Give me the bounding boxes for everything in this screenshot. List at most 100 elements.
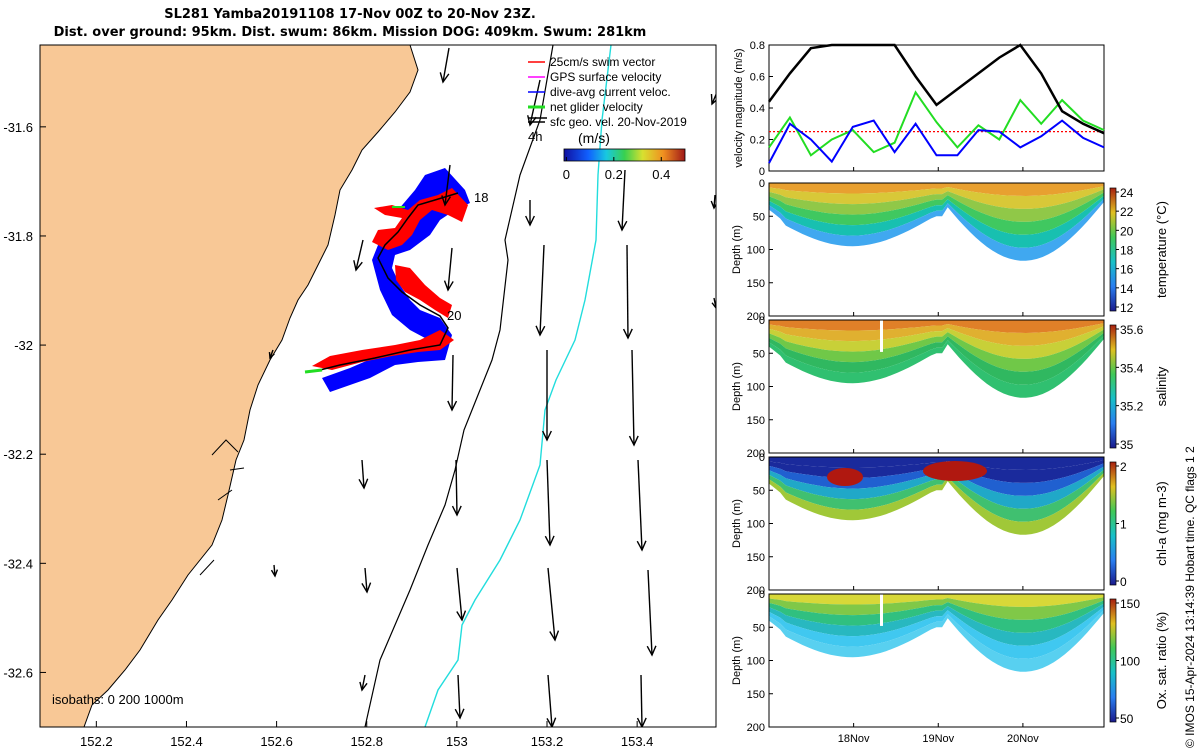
depth-tick-label: 150 [747,278,765,290]
velocity-panel: 0 0.2 0.4 0.6 0.8 velocity magnitude (m/s) [733,40,1105,178]
current-arrow [710,92,716,106]
panel-colorbar-tick-label: 100 [1120,655,1140,669]
time-tick-label: 20Nov [1007,733,1039,745]
map-y-tick-label: -31.8 [3,229,33,244]
velocity-y-tick-label: 0 [759,166,765,178]
panel-colorbar-label: Ox. sat. ratio (%) [1154,612,1169,710]
depth-ylabel: Depth (m) [731,225,743,274]
profile-band [769,189,1104,222]
glider-track-start [304,368,323,374]
profile-band [769,332,1104,385]
depth-tick-label: 50 [753,485,765,497]
depth-tick-label: 200 [747,311,765,323]
depth-tick-label: 50 [753,211,765,223]
depth-tick-label: 100 [747,519,765,531]
data-gap [880,320,883,352]
panel-colorbar-label: chl-a (mg m-3) [1154,481,1169,566]
legend-label: sfc geo. vel. 20-Nov-2019 [550,115,687,129]
current-arrow [710,194,716,210]
profile-band [769,457,1104,470]
panel-colorbar-tick-label: 18 [1120,244,1134,258]
isobath-1000m [424,45,612,727]
panel-colorbar-tick-label: 35.6 [1120,323,1144,337]
panel-colorbar-tick-label: 50 [1120,712,1134,726]
current-arrow [451,459,462,517]
current-arrow [525,200,535,227]
depth-tick-label: 200 [747,585,765,597]
profile-band [769,469,1104,522]
current-arrow [456,567,467,622]
panel-colorbar-tick-label: 22 [1120,205,1134,219]
profile-panel: 0 50 100 150 200 Depth (m) 2 1 0 chl-a (mg m-3) [731,452,1169,597]
map-panel: 152.2 152.4 152.6 152.8 153 153.2 153.4 -31.6-… [3,44,717,749]
map-y-tick-label: -32.6 [3,665,33,680]
profile-band [769,186,1104,209]
depth-tick-label: 0 [759,315,765,327]
depth-tick-label: 200 [747,448,765,460]
map-x-tick-label: 152.8 [350,734,383,749]
velocity-series-line [767,43,1105,135]
colorbar-tick-label: 0.2 [605,167,623,182]
estuary-lines [199,439,245,576]
depth-tick-label: 0 [759,452,765,464]
depth-ylabel: Depth (m) [731,499,743,548]
profile-band [769,323,1104,346]
map-y-axis: -31.6 -31.8 -32 -32.2 -32.4 -32.6 [3,120,46,680]
profile-band [769,594,1104,607]
map-x-axis: 152.2 152.4 152.6 152.8 153 153.2 153.4 [80,721,653,749]
legend-label: dive-avg current veloc. [550,85,671,99]
data-gap [880,594,883,626]
depth-tick-label: 50 [753,348,765,360]
figure-title: SL281 Yamba20191108 17-Nov 00Z to 20-Nov… [0,6,700,42]
panel-colorbar-tick-label: 24 [1120,186,1134,200]
depth-tick-label: 100 [747,382,765,394]
depth-tick-label: 0 [759,178,765,190]
current-arrow [454,674,465,720]
map-x-tick-label: 153.2 [531,734,564,749]
isobath-200m [364,45,554,727]
depth-tick-label: 150 [747,552,765,564]
profile-band [769,472,1104,535]
time-tick-label: 18Nov [838,733,870,745]
profile-band [769,329,1104,372]
panel-colorbar-tick-label: 35.4 [1120,361,1144,375]
depth-tick-label: 50 [753,622,765,634]
depth-tick-label: 100 [747,656,765,668]
current-arrow [443,247,454,292]
colorbar-tick-label: 0.4 [652,167,670,182]
panel-colorbar-tick-label: 0 [1120,575,1127,589]
isobaths-label: isobaths: 0 200 1000m [52,692,184,707]
credit-text: © IMOS 15-Apr-2024 13:14:39 Hobart time.… [1183,446,1197,748]
current-arrow [544,459,555,547]
velocity-y-tick-label: 0.4 [750,103,765,115]
current-arrow [270,564,279,578]
speed-colorbar: (m/s) 0 0.2 0.4 [563,130,686,182]
panel-colorbar-tick-label: 150 [1120,597,1140,611]
velocity-y-tick-label: 0.2 [750,135,765,147]
current-arrow [441,164,452,207]
profile-band [769,603,1104,646]
colorbar-tick-label: 0 [563,167,570,182]
map-frame [39,44,717,728]
chl-max-patch [923,461,987,481]
current-arrow [646,569,657,657]
colorbar-gradient [563,148,686,162]
time-scale-label: 4h [528,129,542,144]
swim-vector-fringe-3 [312,330,454,370]
profile-band [769,192,1104,235]
current-arrow [546,674,557,727]
map-y-tick-label: -32 [14,338,33,353]
profile-band [769,609,1104,672]
panel-colorbar-tick-label: 1 [1120,518,1127,532]
current-arrow [542,350,552,442]
land-mass [40,45,419,727]
velocity-series-line [768,119,1105,164]
colorbar-title: (m/s) [578,130,610,146]
panel-colorbar-label: temperature (°C) [1154,201,1169,298]
current-arrow [447,354,458,412]
current-arrows [268,47,716,727]
map-y-tick-label: -32.2 [3,447,33,462]
profile-band [769,466,1104,509]
velocity-series-line [768,90,1105,157]
